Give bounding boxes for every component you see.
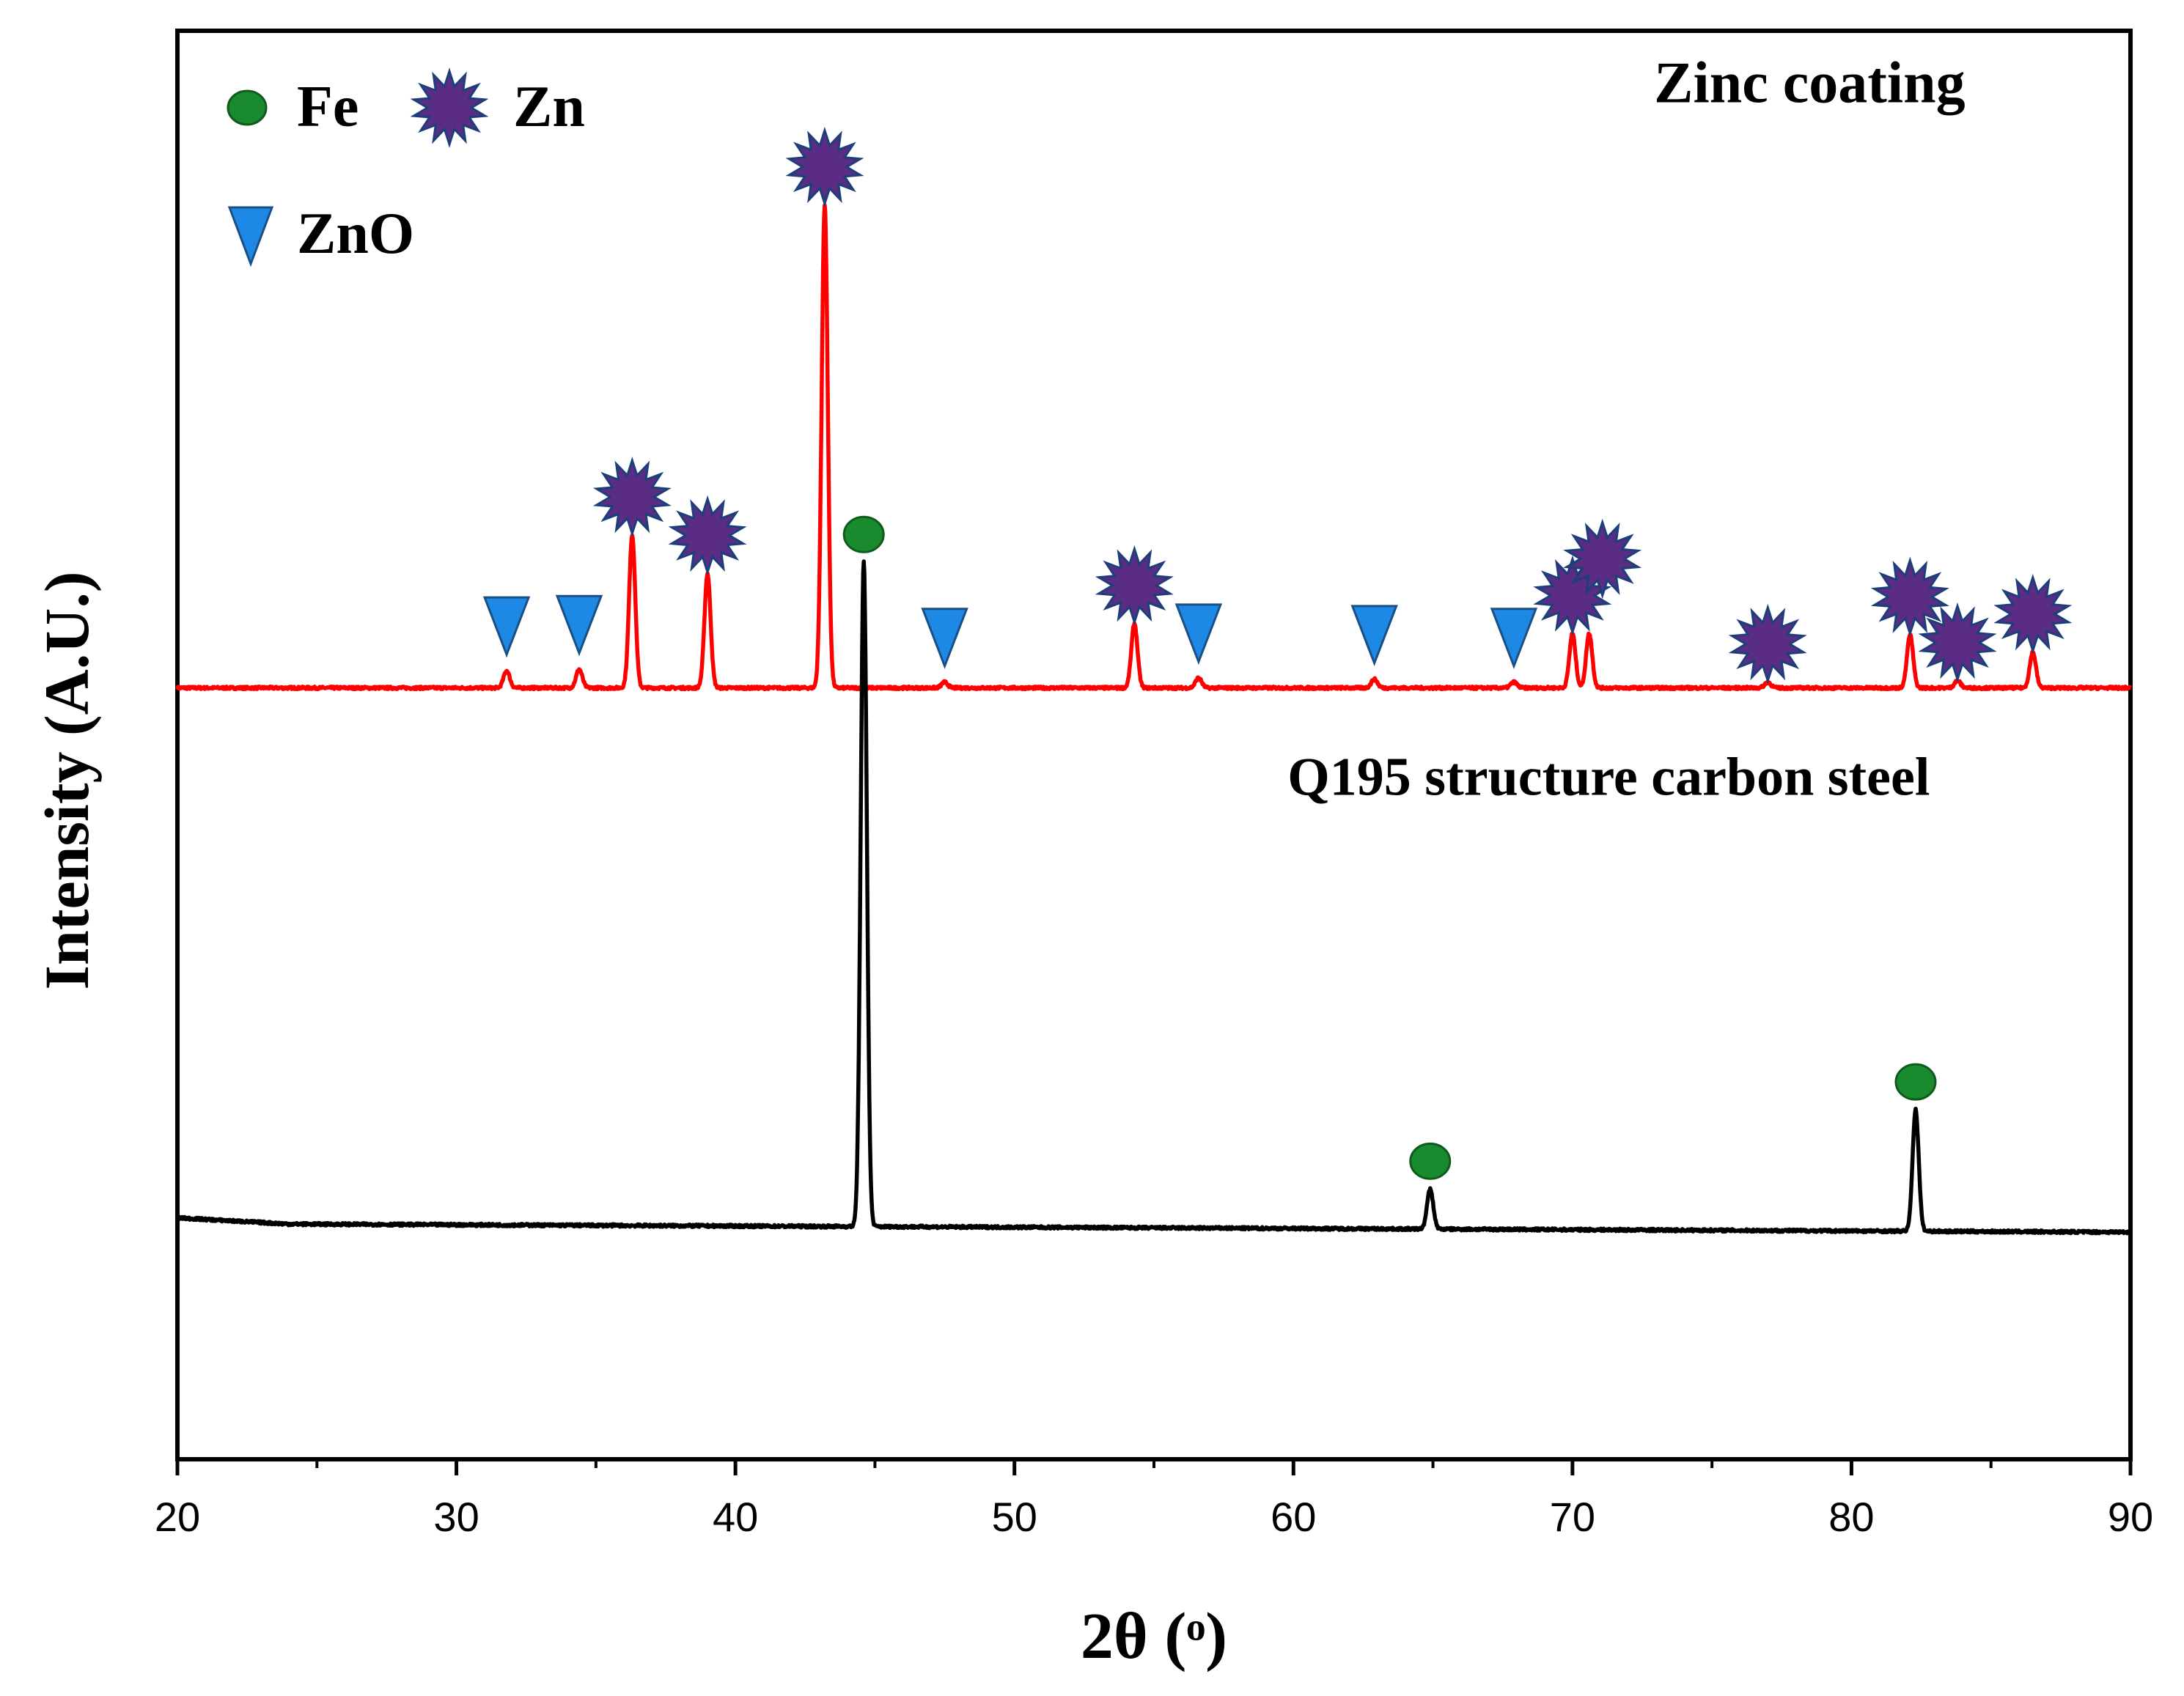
zno-peak-marker: [1490, 608, 1538, 669]
x-tick-label: 20: [155, 1494, 200, 1540]
series-layer: [175, 203, 2133, 1236]
fe-peak-marker: [1894, 1063, 1937, 1101]
fe-peak-marker: [1409, 1142, 1452, 1180]
legend: Fe Zn ZnO: [227, 67, 585, 268]
x-tick-label: 40: [713, 1494, 758, 1540]
zno-legend-icon: [227, 206, 274, 268]
zn-peak-marker: [592, 457, 672, 537]
fe-peak-marker: [842, 515, 885, 553]
x-tick-label: 50: [992, 1494, 1037, 1540]
series-line-zinc-coating: [175, 203, 2133, 692]
zn-peak-marker: [785, 126, 864, 207]
x-tick-label: 30: [433, 1494, 479, 1540]
zn-peak-marker: [1563, 518, 1642, 600]
zno-peak-marker: [482, 596, 531, 658]
annotation-q195-steel: Q195 structure carbon steel: [1287, 748, 1930, 808]
legend-label-fe: Fe: [297, 75, 359, 139]
y-axis-title: Intensity (A.U.): [32, 572, 102, 990]
zn-peak-marker: [1870, 556, 1949, 638]
legend-label-zn: Zn: [513, 75, 585, 139]
fe-legend-icon: [227, 89, 268, 126]
zno-peak-marker: [555, 594, 603, 657]
zn-legend-icon: [410, 67, 489, 148]
legend-label-zno: ZnO: [297, 202, 414, 266]
zno-peak-marker: [1350, 605, 1398, 667]
x-tick-label: 90: [2108, 1494, 2153, 1540]
x-tick-label: 70: [1550, 1494, 1595, 1540]
x-axis-title: 2θ (ᵒ): [1081, 1600, 1227, 1673]
zno-peak-marker: [1174, 603, 1223, 666]
plot-frame: [175, 29, 2133, 1461]
annotation-zinc-coating: Zinc coating: [1654, 51, 1965, 115]
zn-peak-marker: [1918, 602, 1997, 683]
zn-legend-star-shape: [410, 67, 489, 148]
x-tick-label: 60: [1271, 1494, 1316, 1540]
x-axis: 20 30 40 50 60 70 80 90: [155, 1459, 2153, 1540]
zno-peak-marker: [921, 608, 968, 669]
x-tick-label: 80: [1828, 1494, 1874, 1540]
zn-peak-marker: [668, 495, 747, 576]
zn-peak-marker: [1728, 603, 1807, 685]
zn-peak-marker: [1095, 545, 1174, 626]
series-line-q195-steel: [175, 559, 2133, 1236]
phase-markers: [482, 126, 2073, 1180]
zn-peak-marker: [1993, 573, 2073, 655]
